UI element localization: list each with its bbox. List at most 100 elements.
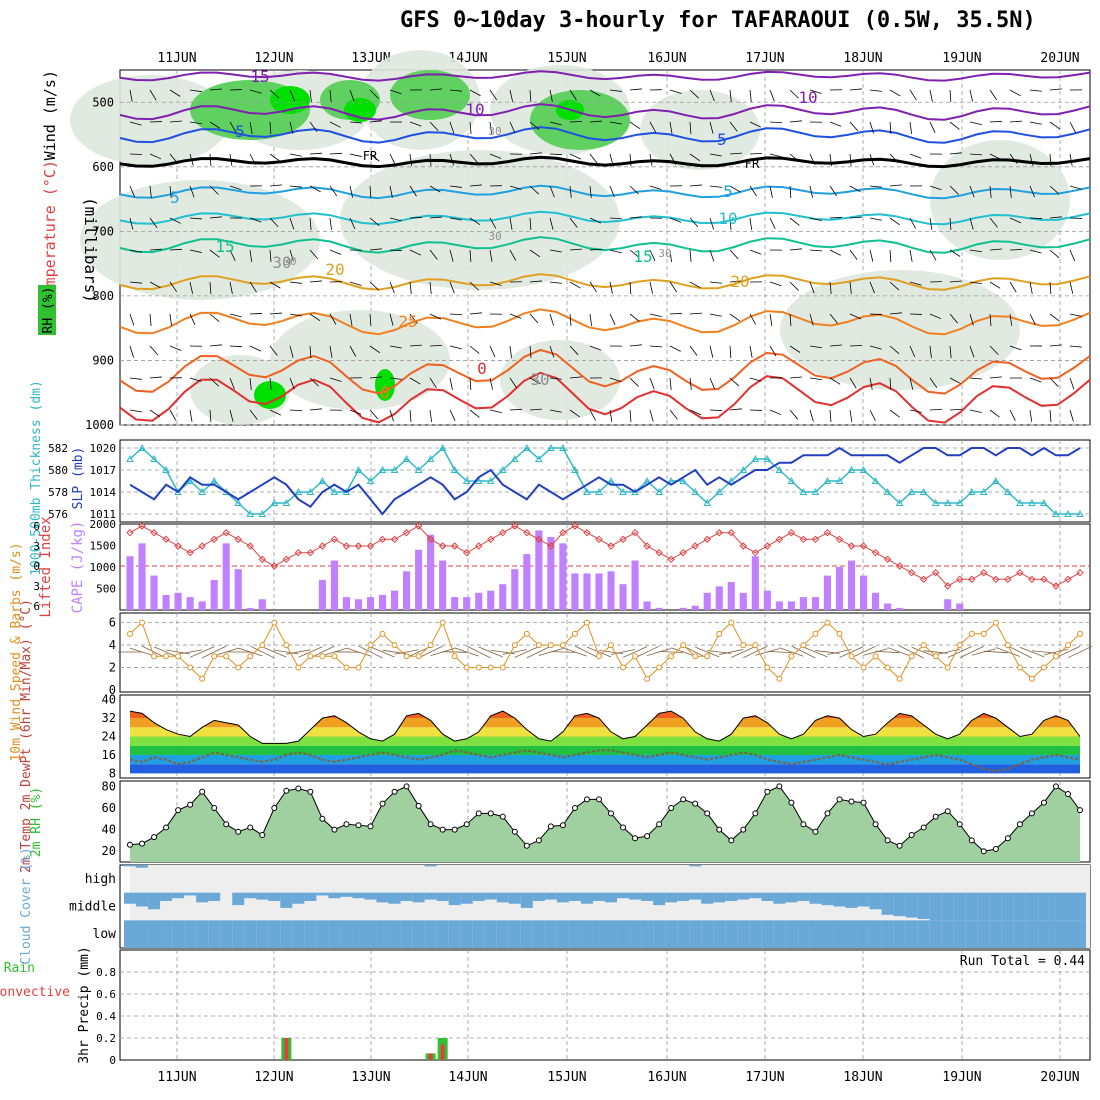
thickness-point — [450, 465, 459, 473]
li-point — [968, 575, 976, 584]
wind-barb — [574, 645, 600, 659]
wind-barb — [949, 280, 962, 283]
wind-barb — [949, 345, 952, 358]
cape-bar — [186, 597, 194, 610]
wind-barb — [489, 409, 502, 414]
wind-barb — [889, 345, 900, 355]
li-point — [847, 542, 856, 550]
rh-point — [800, 821, 807, 828]
wind-barb — [989, 248, 1002, 251]
wind-speed-point — [800, 642, 807, 649]
wind-barb — [169, 120, 182, 123]
thickness-point — [943, 498, 952, 506]
wind-barb — [689, 409, 702, 416]
thickness-point — [234, 498, 243, 506]
wind-barb — [889, 153, 899, 164]
li-point — [811, 535, 820, 544]
thickness-point — [979, 487, 988, 495]
cape-bar — [475, 592, 483, 610]
thickness-point — [306, 487, 315, 495]
contour-label: 0 — [477, 359, 487, 378]
wind-barb — [249, 89, 262, 94]
thickness-point — [787, 476, 796, 484]
wind-barb — [671, 647, 696, 657]
wind-barb — [429, 249, 438, 260]
wind-barb — [809, 89, 822, 94]
day-label-bottom: 19JUN — [942, 1070, 981, 1085]
cloud-bar-low — [893, 920, 906, 948]
li-point — [234, 535, 242, 544]
thickness-point — [366, 476, 375, 484]
wind-barb — [409, 409, 412, 422]
rh-point — [1040, 799, 1047, 806]
wind-speed-point — [559, 642, 566, 649]
cloud-bar-low — [244, 920, 257, 948]
wind-barb — [409, 377, 421, 385]
rh-point — [752, 810, 759, 817]
li-point — [366, 542, 375, 550]
wind-barb — [709, 409, 723, 411]
wind-barb — [899, 645, 924, 659]
wind-barb — [1049, 185, 1060, 195]
cloud-bar-low — [917, 920, 930, 948]
wind-barb — [729, 280, 742, 283]
wind-barb — [947, 646, 972, 658]
wind-barb — [538, 648, 563, 656]
wind-speed-point — [547, 642, 554, 649]
rh-point — [175, 807, 182, 814]
cape-bar — [234, 569, 242, 610]
thickness-point — [799, 487, 808, 495]
rh-contour-label: 30 — [488, 230, 501, 243]
thickness-point — [126, 454, 134, 462]
cloud-bar-middle — [845, 892, 858, 908]
thickness-point — [859, 465, 868, 473]
cape-bar — [787, 601, 795, 610]
wind-barb — [349, 185, 354, 198]
cape-bar — [944, 599, 952, 610]
cloud-bar-middle — [376, 892, 389, 903]
temp-band — [130, 727, 1080, 737]
cloud-bar-low — [304, 920, 317, 948]
wind-barb — [509, 377, 518, 389]
wind-barb — [129, 217, 134, 230]
wind-barb — [949, 121, 960, 130]
wind-speed-point — [343, 664, 350, 671]
wind-barb — [389, 249, 403, 252]
wind-barb — [1069, 377, 1075, 390]
rh-point — [199, 788, 206, 795]
wind-barb — [1049, 344, 1062, 347]
thickness-point — [414, 465, 423, 473]
thickness-point — [510, 454, 519, 462]
cape-bar — [775, 601, 783, 610]
wind-barb — [389, 345, 402, 349]
wind-barb — [369, 153, 380, 162]
wind-barb — [209, 313, 220, 322]
cloud-bar-low — [400, 920, 413, 948]
li-point — [282, 555, 291, 564]
pressure-tick-label: 900 — [92, 353, 114, 367]
wind-barb — [869, 377, 873, 390]
wind-barb — [769, 409, 782, 416]
li-point — [631, 528, 639, 537]
wind-barb — [649, 249, 656, 262]
cloud-bar-low — [749, 920, 762, 948]
rh-point — [728, 837, 735, 844]
rh-point — [211, 805, 218, 811]
wind-barb — [529, 89, 532, 102]
cloud-bar-middle — [568, 892, 581, 901]
wind-barb — [1029, 377, 1042, 383]
wind-barb — [1029, 281, 1033, 294]
wind-barb — [569, 248, 582, 251]
wind-barb — [989, 120, 1003, 123]
rh-area — [780, 270, 1020, 390]
wind-speed-point — [439, 619, 446, 626]
li-point — [342, 542, 351, 550]
wind-barb — [609, 121, 622, 125]
wind-barb — [489, 249, 493, 262]
cloud-bar-low — [268, 920, 281, 948]
li-point — [270, 562, 279, 570]
wind-speed-point — [571, 630, 578, 637]
cloud-bar-low — [857, 920, 870, 948]
wind-barb — [129, 185, 136, 198]
wind-barb — [449, 121, 455, 134]
